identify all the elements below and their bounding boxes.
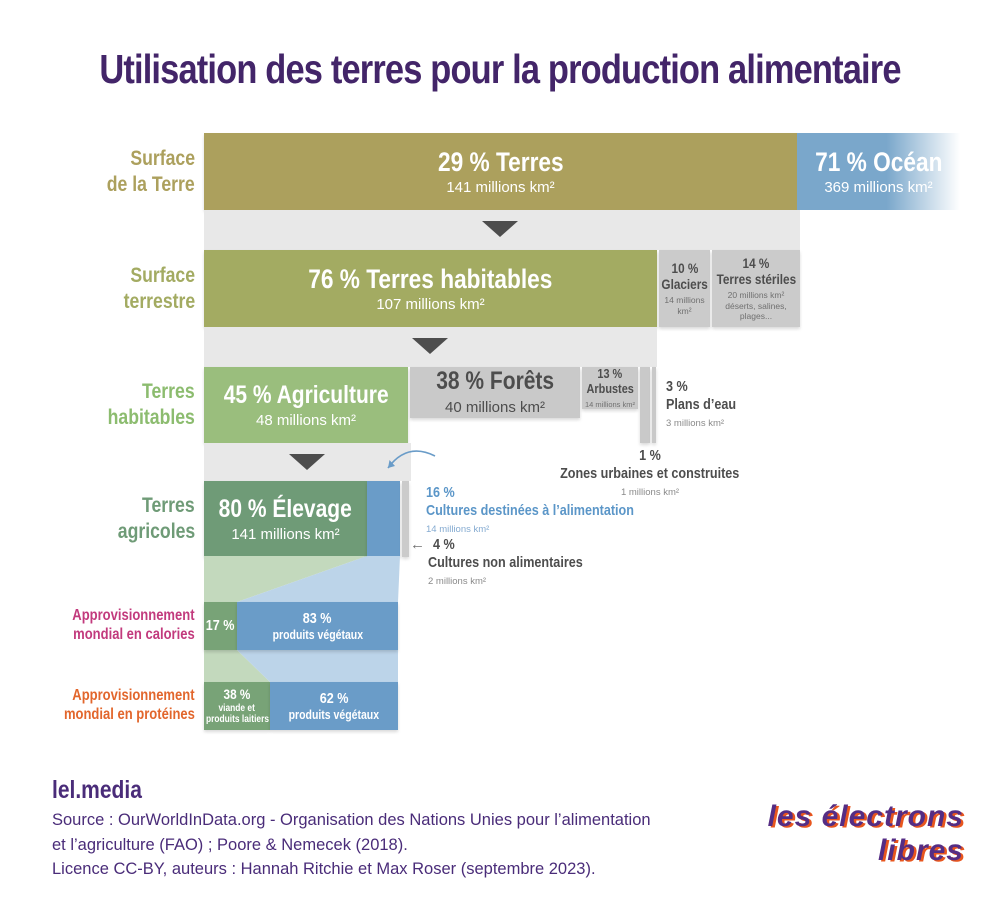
flow-blue-2 <box>237 650 398 682</box>
bar-ocean-area: 369 millions km² <box>824 179 933 197</box>
row-label-proteines: Approvisionnement mondial en protéines <box>64 687 195 723</box>
connector-1 <box>204 210 800 250</box>
row-label-terres-habitables: Terres habitables <box>107 380 195 429</box>
brand-lel-media: lel.media <box>52 776 142 804</box>
bar-proteines-animal-label: produits laitiers <box>205 714 269 726</box>
box-forets-label: 38 % Forêts <box>436 367 554 395</box>
row-label-terres-agricoles: Terres agricoles <box>117 494 195 543</box>
bar-terres-habitables: 76 % Terres habitables 107 millions km² <box>204 250 657 327</box>
box-terres-steriles-area: 20 millions km² <box>727 290 785 301</box>
row-label-calories: Approvisionnement mondial en calories <box>72 607 195 643</box>
row-label-surface-terre: Surface de la Terre <box>107 146 195 196</box>
annotation-zones-urbaines-label: Zones urbaines et construites <box>560 464 740 482</box>
bar-agriculture-label: 45 % Agriculture <box>223 381 389 410</box>
annotation-plans-eau-label: Plans d’eau <box>666 395 737 413</box>
annotation-cultures-alimentation: 16 % Cultures destinées à l’alimentation… <box>426 484 634 536</box>
annotation-cultures-non-alimentaires-label: Cultures non alimentaires <box>428 553 583 571</box>
page-title-text: Utilisation des terres pour la productio… <box>99 46 901 92</box>
bar-elevage-area: 141 millions km² <box>231 525 340 543</box>
bar-terres-habitables-label: 76 % Terres habitables <box>308 263 553 294</box>
bar-calories-vegetal-label: produits végétaux <box>272 627 363 642</box>
page-title: Utilisation des terres pour la productio… <box>0 46 1000 93</box>
bar-proteines-vegetal-label: produits végétaux <box>288 707 380 722</box>
bar-agriculture: 45 % Agriculture 48 millions km² <box>204 367 408 443</box>
source-line: Source : OurWorldInData.org - Organisati… <box>52 811 651 829</box>
annotation-cultures-non-alimentaires: ← 4 % Cultures non alimentaires 2 millio… <box>410 536 583 588</box>
box-terres-steriles-label: Terres stériles <box>716 271 796 288</box>
bar-terres-habitables-area: 107 millions km² <box>376 296 485 314</box>
bar-elevage: 80 % Élevage 141 millions km² <box>204 481 367 557</box>
connector-3 <box>204 443 411 481</box>
bar-ocean: 71 % Océan 369 millions km² <box>797 133 960 210</box>
bar-ocean-label: 71 % Océan <box>814 146 943 177</box>
annotation-plans-eau: 3 % Plans d’eau 3 millions km² <box>666 378 737 430</box>
flow-green-1 <box>204 556 367 602</box>
annotation-plans-eau-area: 3 millions km² <box>666 418 725 430</box>
flow-blue-1 <box>237 556 400 602</box>
sliver-zones-urbaines <box>652 367 656 443</box>
bar-proteines-animal: 38 % viande et produits laitiers <box>204 682 270 730</box>
flow-connectors <box>204 556 400 682</box>
sliver-cultures-non-alimentaires <box>402 481 409 557</box>
source-line: Licence CC-BY, auteurs : Hannah Ritchie … <box>52 860 596 878</box>
les-electrons-libres-logo: les électrons libres <box>767 800 964 867</box>
bar-cultures-alimentation <box>367 481 400 557</box>
annotation-cultures-alimentation-area: 14 millions km² <box>426 524 490 536</box>
bar-terres: 29 % Terres 141 millions km² <box>204 133 797 210</box>
connector-2 <box>204 327 657 367</box>
box-terres-steriles-note: déserts, salines, plages... <box>725 300 787 322</box>
flow-green-2 <box>204 650 270 682</box>
annotation-zones-urbaines: 1 % Zones urbaines et construites 1 mill… <box>560 447 740 499</box>
annotation-zones-urbaines-area: 1 millions km² <box>620 487 680 499</box>
box-glaciers-label: Glaciers <box>661 276 708 293</box>
down-arrow-icon <box>482 221 518 237</box>
box-arbustes: 13 % Arbustes 14 millions km² <box>582 366 638 410</box>
bar-calories-animal: 17 % <box>204 602 237 650</box>
bar-elevage-label: 80 % Élevage <box>218 495 353 524</box>
left-arrow-icon: ← <box>410 536 425 553</box>
bar-terres-label: 29 % Terres <box>437 146 564 177</box>
bar-agriculture-area: 48 millions km² <box>255 411 357 429</box>
bar-proteines-vegetal: 62 % produits végétaux <box>270 682 398 730</box>
annotation-cultures-non-alimentaires-area: 2 millions km² <box>428 576 487 588</box>
box-forets-area: 40 millions km² <box>444 398 546 416</box>
box-terres-steriles: 14 % Terres stériles 20 millions km² dés… <box>712 250 800 327</box>
down-arrow-icon <box>412 338 448 354</box>
down-arrow-icon <box>289 454 325 470</box>
row-label-surface-terrestre: Surface terrestre <box>123 263 195 313</box>
box-arbustes-area: 14 millions km² <box>584 399 635 409</box>
box-arbustes-label: Arbustes <box>586 380 634 396</box>
box-forets: 38 % Forêts 40 millions km² <box>410 367 580 418</box>
bar-terres-area: 141 millions km² <box>446 179 555 197</box>
sliver-plans-eau <box>640 367 650 443</box>
annotation-cultures-alimentation-label: Cultures destinées à l’alimentation <box>426 501 634 519</box>
box-glaciers-area: 14 millions km² <box>664 295 705 317</box>
bar-calories-vegetal: 83 % produits végétaux <box>237 602 398 650</box>
curved-arrow-icon <box>387 450 436 469</box>
source-credit: Source : OurWorldInData.org - Organisati… <box>52 808 651 882</box>
source-line: et l’agriculture (FAO) ; Poore & Nemecek… <box>52 835 408 854</box>
box-glaciers: 10 % Glaciers 14 millions km² <box>659 250 710 327</box>
